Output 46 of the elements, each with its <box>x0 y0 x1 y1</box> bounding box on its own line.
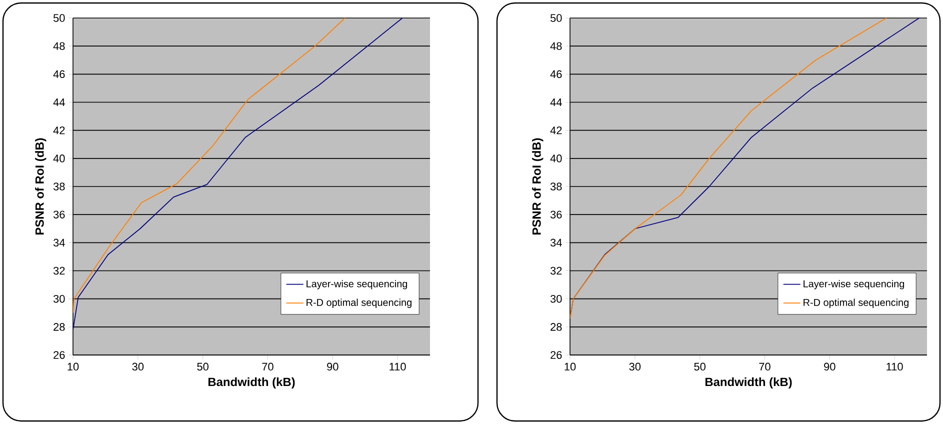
y-tick-label: 42 <box>550 126 562 134</box>
legend-label: R-D optimal sequencing <box>306 298 412 308</box>
x-tick-label: 50 <box>197 362 208 371</box>
x-axis-title: Bandwidth (kB) <box>208 377 295 389</box>
x-tick-label: 50 <box>694 362 706 371</box>
y-tick-label: 40 <box>53 154 65 162</box>
y-tick-label: 50 <box>53 14 65 22</box>
legend-label: Layer-wise sequencing <box>306 280 408 290</box>
y-tick-label: 34 <box>550 238 562 247</box>
y-tick-label: 38 <box>550 182 562 190</box>
y-tick-label: 28 <box>550 323 562 331</box>
y-tick-label: 34 <box>53 238 65 247</box>
y-tick-label: 40 <box>550 154 562 162</box>
y-tick-label: 38 <box>53 182 65 190</box>
x-axis-title: Bandwidth (kB) <box>705 377 792 389</box>
y-tick-label: 26 <box>54 351 65 359</box>
y-axis-title: PSNR of RoI (dB) <box>35 138 46 235</box>
x-tick-label: 70 <box>759 362 770 371</box>
x-tick-label: 110 <box>390 362 406 371</box>
y-tick-label: 46 <box>53 70 65 78</box>
y-tick-label: 48 <box>550 42 562 50</box>
y-tick-label: 26 <box>550 351 562 359</box>
legend-label: R-D optimal sequencing <box>804 298 908 308</box>
x-tick-label: 90 <box>327 362 338 371</box>
y-tick-label: 50 <box>550 14 562 22</box>
y-tick-label: 30 <box>53 294 65 303</box>
y-tick-label: 44 <box>53 98 65 106</box>
y-tick-label: 32 <box>53 266 65 275</box>
y-tick-label: 46 <box>550 70 562 78</box>
x-tick-label: 90 <box>824 362 836 371</box>
x-tick-label: 30 <box>629 362 641 371</box>
y-tick-label: 28 <box>54 323 65 331</box>
y-tick-label: 36 <box>53 210 65 218</box>
y-tick-label: 32 <box>550 266 562 275</box>
y-axis-title: PSNR of RoI (dB) <box>532 138 544 235</box>
y-tick-label: 36 <box>550 210 562 218</box>
x-tick-label: 110 <box>886 362 903 371</box>
y-tick-label: 48 <box>53 42 65 50</box>
y-tick-label: 44 <box>550 98 562 106</box>
legend-label: Layer-wise sequencing <box>804 280 904 290</box>
y-tick-label: 42 <box>53 126 65 134</box>
x-tick-label: 30 <box>132 362 144 371</box>
x-tick-label: 10 <box>68 362 79 371</box>
x-tick-label: 10 <box>564 362 576 371</box>
x-tick-label: 70 <box>262 362 274 371</box>
y-tick-label: 30 <box>550 294 562 303</box>
